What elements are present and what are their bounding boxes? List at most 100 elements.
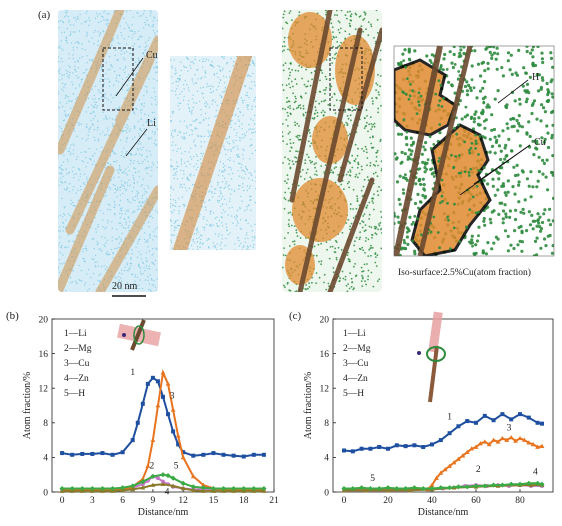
data-point [120,485,126,491]
data-point [455,484,461,490]
data-point [100,451,105,456]
data-point [120,450,125,455]
data-point [407,487,413,493]
data-point [451,460,457,465]
data-point [473,483,479,489]
curve-label: 1 [447,412,452,422]
data-point [429,482,435,487]
data-point [130,486,136,492]
data-point [110,452,115,457]
x-tick-label: 40 [427,496,437,506]
data-point [130,438,135,443]
data-point [518,412,522,417]
data-point [80,451,85,456]
data-point [140,401,145,406]
data-point [456,424,461,429]
data-point [231,453,236,458]
data-point [180,454,186,460]
curve-label: 5 [370,474,375,484]
leader-h [497,79,529,104]
data-point [465,419,470,424]
y-tick-label: 20 [320,315,330,325]
data-point [190,487,196,493]
data-point [535,444,540,449]
data-point [464,449,470,455]
iso-surface-caption: Iso-surface:2.5%Cu(atom fraction) [398,268,531,278]
data-point [155,403,161,408]
data-point [530,441,536,447]
x-tick-label: 18 [239,496,249,506]
y-tick-label: 20 [39,315,49,325]
data-point [170,407,176,412]
data-point [504,437,510,442]
data-point [394,443,399,448]
panel-a-figure [58,10,555,297]
data-point [517,435,523,441]
data-point [438,485,444,491]
data-point [350,449,355,454]
data-point [155,379,160,384]
inset-cylinder-icon [117,319,161,351]
data-point [495,439,501,444]
data-point [211,451,216,456]
data-point [474,420,478,425]
x-axis-label: Distance/nm [418,507,469,518]
data-point [430,442,434,447]
y-tick-label: 12 [39,385,49,395]
data-point [165,472,171,479]
data-point [251,452,256,457]
data-point [500,435,505,441]
data-point [447,431,452,436]
x-tick-label: 12 [178,496,188,506]
chart-b: (b)0 3 6 9 12 15 18 21048121620Distance/nmAtom … [6,310,279,518]
x-tick-label: 0 [60,496,65,506]
data-point [130,483,136,489]
y-tick-label: 0 [324,488,329,498]
legend-entry: 3—Cu [64,359,90,369]
panel-label: (b) [6,310,19,322]
iso-surface-zoom [394,46,554,256]
data-point [150,375,155,380]
data-point [342,448,346,453]
inset-cylinder-icon [417,311,446,403]
data-point [60,451,65,456]
data-point [403,444,408,449]
data-point [508,435,514,440]
x-tick-label: 15 [209,496,219,506]
data-point [160,481,166,487]
curve-label: 3 [170,392,175,402]
x-tick-label: 80 [515,496,525,506]
data-point [464,484,470,490]
data-point [540,421,544,426]
data-point [509,417,514,422]
atom-map-h-iso [282,10,382,292]
label-h: H [532,72,540,83]
y-tick-label: 12 [320,385,330,395]
x-tick-label: 3 [90,496,95,506]
data-point [535,420,540,425]
panel-label: (c) [289,310,302,322]
zoom-box-iso [329,47,363,111]
data-point [160,370,166,375]
y-axis-label: Atom fraction/% [22,372,33,439]
data-point [429,485,435,492]
data-point [359,446,364,451]
data-point [486,441,492,447]
data-point [145,381,150,386]
series-4 [59,481,267,493]
data-point [478,441,483,446]
leader-cu [115,57,144,97]
data-point [166,412,171,417]
label-cu: Cu [146,50,158,61]
panel-a-label: (a) [38,9,51,21]
atom-map-zoom [170,56,256,250]
legend-entry: 1—Li [343,329,366,339]
atom-map-li-cu [58,10,158,292]
data-point [522,437,527,442]
data-point [526,440,532,445]
data-point [165,381,171,386]
data-point [171,429,176,434]
data-point [160,472,166,478]
data-point [447,485,453,491]
